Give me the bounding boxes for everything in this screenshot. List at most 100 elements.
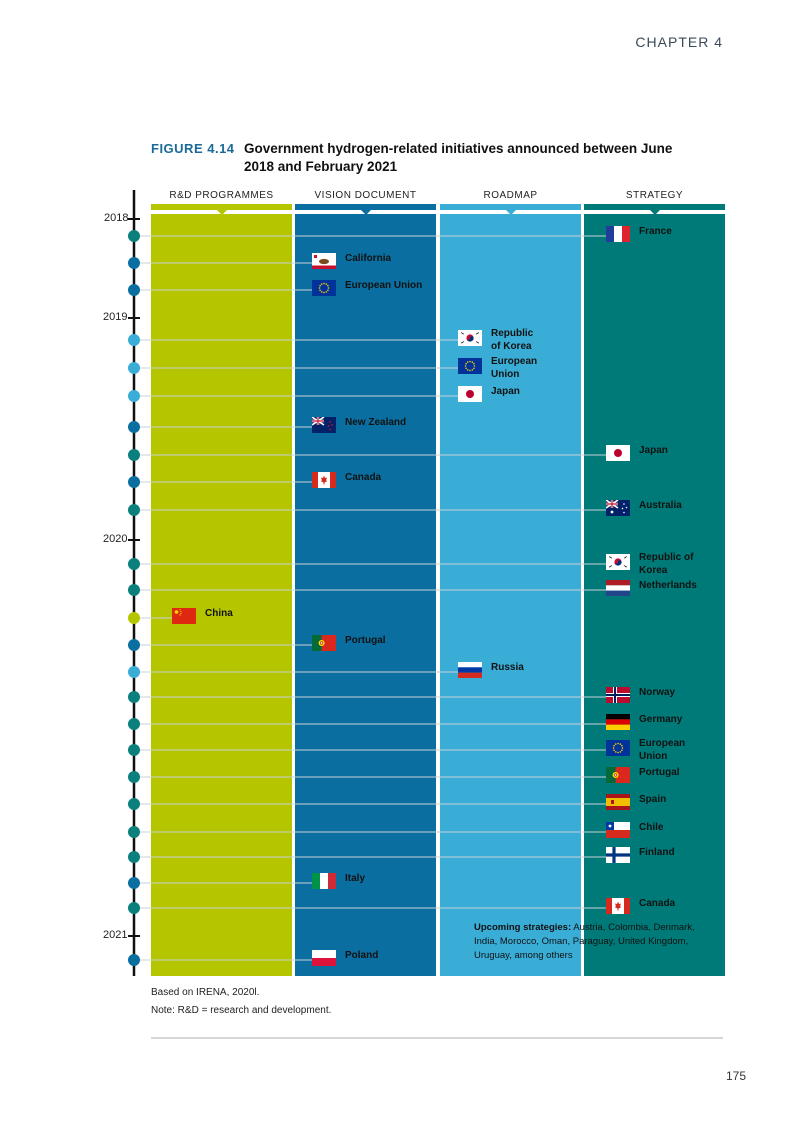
year-label-2020: 2020 bbox=[103, 533, 128, 545]
initiative-label: Norway bbox=[639, 687, 676, 698]
timeline-dot bbox=[128, 902, 140, 914]
timeline-dot bbox=[128, 718, 140, 730]
column-header-rd: R&D PROGRAMMES bbox=[169, 190, 274, 201]
timeline-dot bbox=[128, 284, 140, 296]
portugal-flag-icon bbox=[312, 635, 336, 651]
column-header-bar-strategy bbox=[584, 204, 725, 210]
column-band-rd bbox=[151, 214, 292, 976]
timeline-dot bbox=[128, 851, 140, 863]
korea-flag-icon bbox=[606, 554, 630, 570]
netherlands-flag-icon bbox=[606, 580, 630, 596]
column-header-bar-vision bbox=[295, 204, 436, 210]
column-header-pointer-rd bbox=[216, 210, 227, 215]
timeline-dot bbox=[128, 612, 140, 624]
italy-flag-icon bbox=[312, 873, 336, 889]
initiative-label: France bbox=[639, 226, 672, 237]
japan-flag-icon bbox=[458, 386, 482, 402]
timeline-dot bbox=[128, 504, 140, 516]
initiative-label: Japan bbox=[491, 386, 520, 397]
column-header-pointer-roadmap bbox=[505, 210, 516, 215]
initiative-label: Chile bbox=[639, 822, 664, 833]
timeline-dot bbox=[128, 826, 140, 838]
year-label-2018: 2018 bbox=[104, 212, 129, 224]
figure-title: Government hydrogen-related initiatives … bbox=[244, 141, 673, 174]
year-label-2019: 2019 bbox=[103, 311, 128, 323]
timeline-dot bbox=[128, 666, 140, 678]
russia-flag-icon bbox=[458, 662, 482, 678]
column-header-vision: VISION DOCUMENT bbox=[314, 190, 417, 201]
eu-flag-icon bbox=[458, 358, 482, 374]
initiative-label: Finland bbox=[639, 847, 675, 858]
initiative-label: Republic of Korea bbox=[639, 552, 694, 576]
column-header-bar-rd bbox=[151, 204, 292, 210]
initiative-label: Japan bbox=[639, 445, 668, 456]
timeline-dot bbox=[128, 771, 140, 783]
timeline-dot bbox=[128, 230, 140, 242]
timeline-dot bbox=[128, 691, 140, 703]
timeline-dot bbox=[128, 798, 140, 810]
initiative-label: European Union bbox=[345, 280, 423, 291]
timeline-dot bbox=[128, 639, 140, 651]
poland-flag-icon bbox=[312, 950, 336, 966]
page-number: 175 bbox=[725, 1069, 746, 1083]
initiative-label: Russia bbox=[491, 662, 524, 673]
timeline-dot bbox=[128, 584, 140, 596]
australia-flag-icon bbox=[606, 500, 630, 516]
initiative-label: China bbox=[205, 608, 233, 619]
chile-flag-icon bbox=[606, 822, 630, 838]
initiative-label: European Union bbox=[491, 356, 538, 380]
initiative-label: Canada bbox=[639, 898, 676, 909]
initiative-label: Italy bbox=[345, 873, 366, 884]
initiative-label: Republic of Korea bbox=[491, 328, 534, 352]
bottom-divider bbox=[151, 1037, 723, 1039]
canada-flag-icon bbox=[312, 472, 336, 488]
canada-flag-icon bbox=[606, 898, 630, 914]
norway-flag-icon bbox=[606, 687, 630, 703]
timeline-dot bbox=[128, 257, 140, 269]
japan-flag-icon bbox=[606, 445, 630, 461]
chart-lines-layer bbox=[128, 190, 606, 976]
portugal-flag-icon bbox=[606, 767, 630, 783]
china-flag-icon bbox=[172, 608, 196, 624]
timeline-dot bbox=[128, 954, 140, 966]
source-note: Based on IRENA, 2020l. bbox=[151, 987, 260, 998]
column-band-vision bbox=[295, 214, 436, 976]
korea-flag-icon bbox=[458, 330, 482, 346]
timeline-dot bbox=[128, 558, 140, 570]
initiative-label: Poland bbox=[345, 950, 379, 961]
initiative-label: Australia bbox=[639, 500, 682, 511]
year-label-2021: 2021 bbox=[103, 929, 128, 941]
timeline-chart: R&D PROGRAMMES VISION DOCUMENT ROADMAP STRA… bbox=[103, 190, 725, 976]
eu-flag-icon bbox=[312, 280, 336, 296]
timeline-dot bbox=[128, 390, 140, 402]
chapter-label: CHAPTER 4 bbox=[635, 34, 723, 50]
timeline-dot bbox=[128, 476, 140, 488]
column-header-pointer-vision bbox=[360, 210, 371, 215]
spain-flag-icon bbox=[606, 794, 630, 810]
upcoming-label: Upcoming strategies: bbox=[474, 922, 572, 933]
timeline-dot bbox=[128, 449, 140, 461]
upcoming-text: Austria, Colombia, Denmark, India, Moroc… bbox=[474, 922, 695, 961]
newzealand-flag-icon bbox=[312, 417, 336, 433]
initiative-label: European Union bbox=[639, 738, 686, 762]
figure-number: FIGURE 4.14 bbox=[151, 141, 235, 156]
timeline-dot bbox=[128, 877, 140, 889]
column-header-bar-roadmap bbox=[440, 204, 581, 210]
upcoming-strategies: Upcoming strategies: Austria, Colombia, … bbox=[474, 921, 704, 963]
timeline-dot bbox=[128, 744, 140, 756]
initiative-label: Portugal bbox=[345, 635, 386, 646]
finland-flag-icon bbox=[606, 847, 630, 863]
eu-flag-icon bbox=[606, 740, 630, 756]
initiative-label: Canada bbox=[345, 472, 382, 483]
initiative-label: Portugal bbox=[639, 767, 680, 778]
initiative-label: California bbox=[345, 253, 392, 264]
column-header-pointer-strategy bbox=[649, 210, 660, 215]
germany-flag-icon bbox=[606, 714, 630, 730]
california-flag-icon bbox=[312, 253, 336, 269]
column-header-strategy: STRATEGY bbox=[625, 190, 684, 201]
definition-note: Note: R&D = research and development. bbox=[151, 1005, 332, 1016]
timeline-dot bbox=[128, 334, 140, 346]
timeline-dot bbox=[128, 362, 140, 374]
initiative-label: Germany bbox=[639, 714, 683, 725]
initiative-label: Spain bbox=[639, 794, 667, 805]
